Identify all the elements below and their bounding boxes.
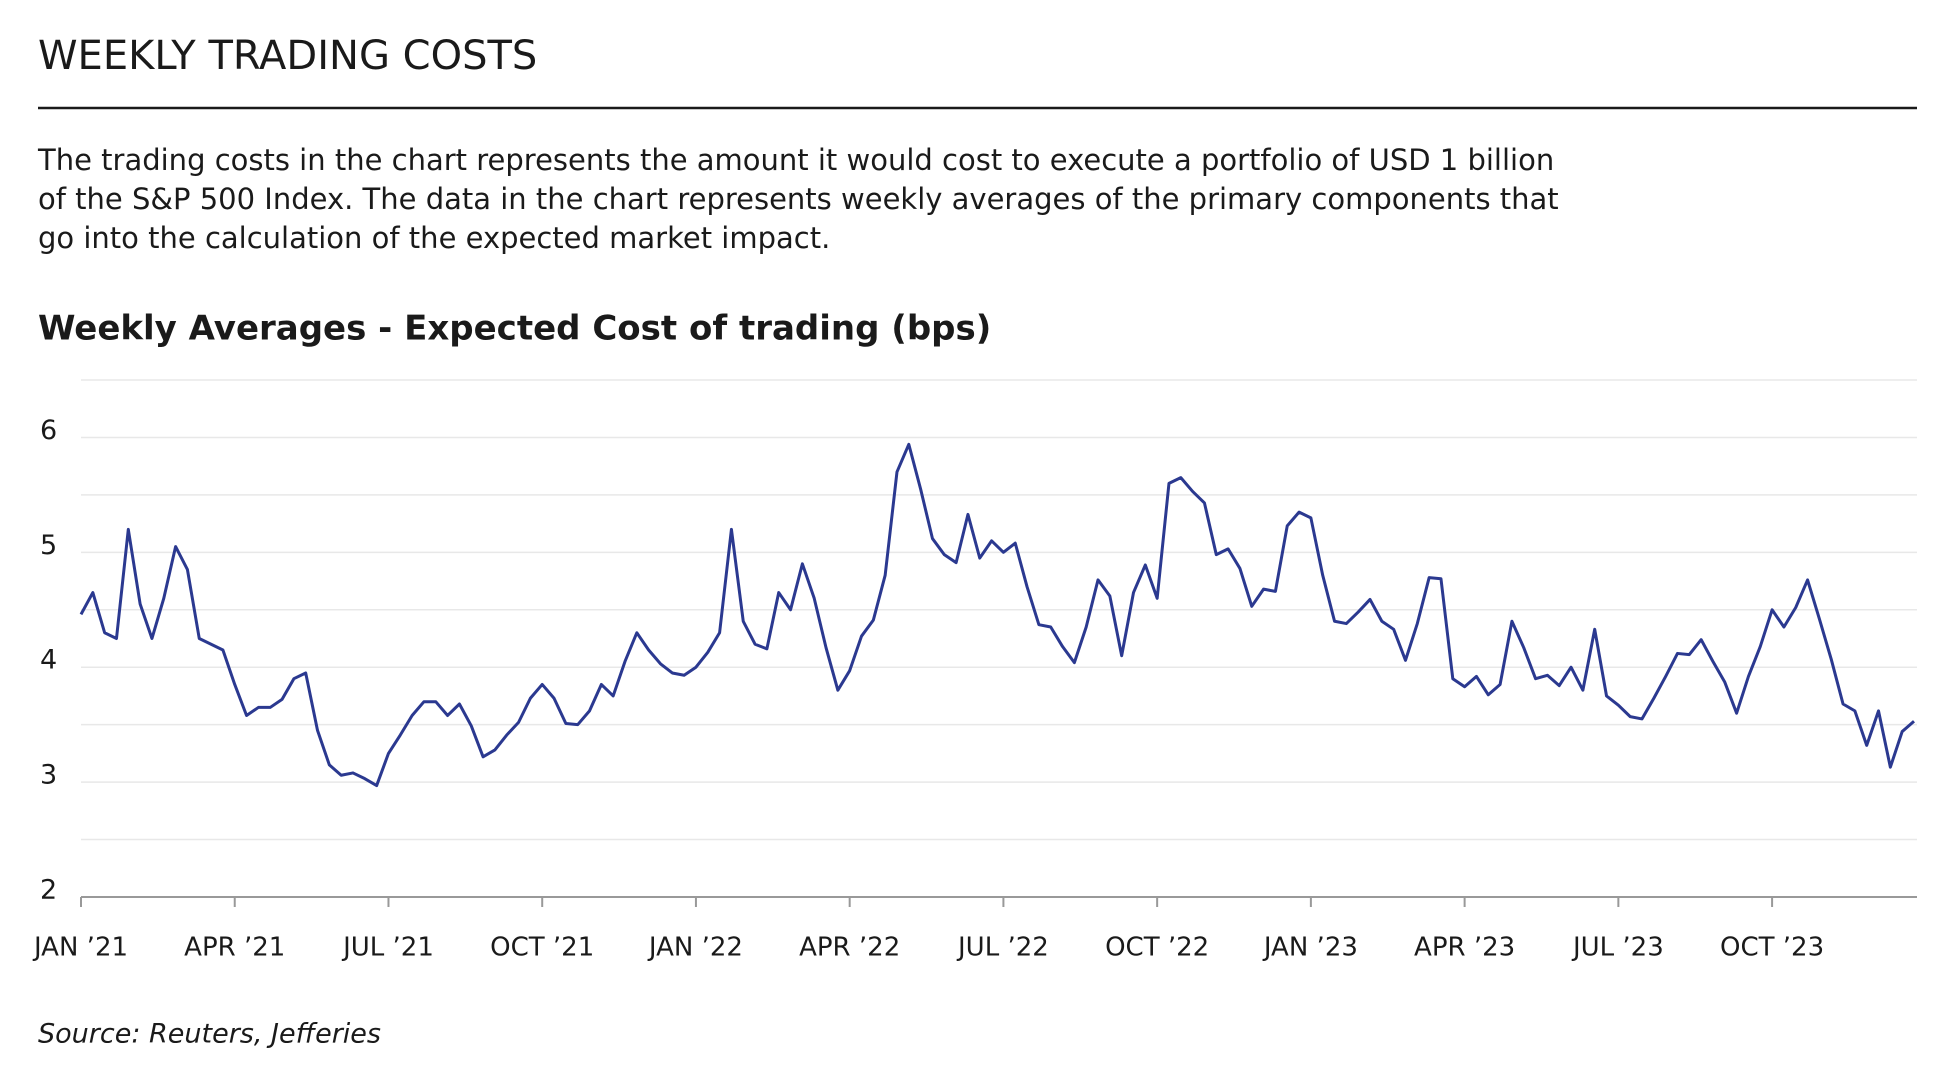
- x-tick-label: APR ’23: [1414, 933, 1515, 963]
- x-tick-label: JUL ’23: [1571, 933, 1664, 963]
- x-tick-label: OCT ’23: [1720, 933, 1824, 963]
- x-tick-label: JAN ’23: [1262, 933, 1358, 963]
- y-tick-label: 6: [40, 415, 57, 446]
- x-tick-label: OCT ’21: [490, 933, 594, 963]
- page-title: WEEKLY TRADING COSTS: [38, 33, 537, 79]
- description-line: of the S&P 500 Index. The data in the ch…: [38, 182, 1559, 216]
- x-tick-label: JUL ’21: [341, 933, 434, 963]
- y-tick-label: 4: [40, 645, 57, 676]
- x-tick-label: JAN ’22: [647, 933, 743, 963]
- x-tick-label: OCT ’22: [1105, 933, 1209, 963]
- y-tick-label: 2: [40, 875, 57, 906]
- source: Source: Reuters, Jefferies: [38, 1019, 381, 1050]
- data-line: [79, 442, 1915, 788]
- x-tick-label: APR ’21: [184, 933, 285, 963]
- x-tick-label: APR ’22: [799, 933, 900, 963]
- chart-title: Weekly Averages - Expected Cost of tradi…: [38, 309, 991, 349]
- x-tick-label: JAN ’21: [32, 933, 128, 963]
- y-tick-label: 3: [40, 760, 57, 791]
- description-line: The trading costs in the chart represent…: [37, 143, 1554, 177]
- y-tick-label: 5: [40, 530, 57, 561]
- x-tick-label: JUL ’22: [956, 933, 1049, 963]
- description-line: go into the calculation of the expected …: [38, 221, 830, 255]
